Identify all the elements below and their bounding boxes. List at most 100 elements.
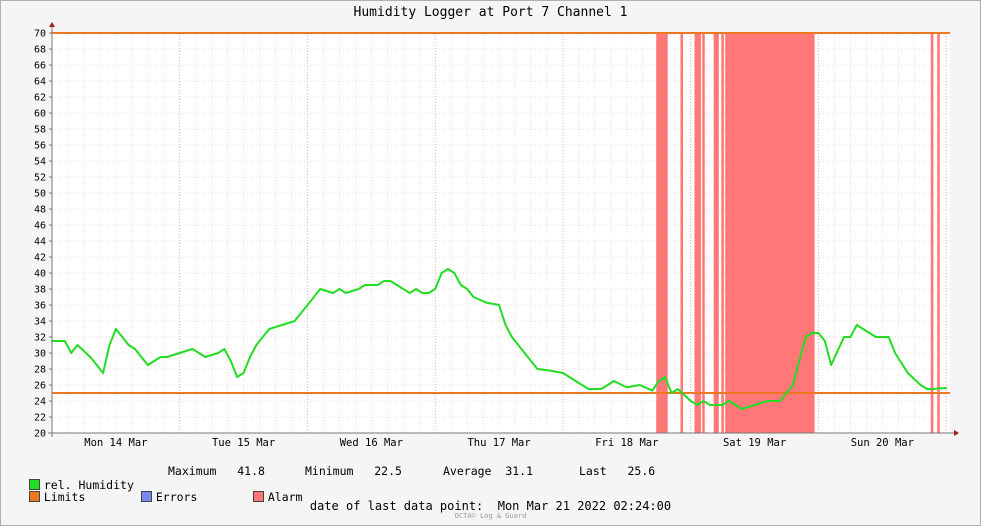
humidity-point	[178, 352, 181, 354]
humidity-point	[249, 356, 251, 358]
humidity-point	[562, 372, 564, 374]
humidity-point	[114, 328, 117, 330]
humidity-point	[651, 389, 654, 392]
y-tick-label: 54	[34, 157, 46, 168]
y-tick-label: 28	[34, 365, 46, 376]
humidity-point	[383, 280, 386, 282]
humidity-point	[906, 372, 909, 374]
humidity-point	[76, 344, 79, 346]
humidity-point	[926, 388, 928, 390]
humidity-point	[504, 324, 507, 326]
x-tick-label: Mon 14 Mar	[84, 437, 147, 449]
humidity-point	[804, 336, 807, 338]
humidity-point	[376, 284, 379, 286]
humidity-point	[894, 352, 896, 354]
errors-swatch	[140, 491, 152, 502]
humidity-point	[677, 388, 679, 390]
humidity-point	[421, 292, 424, 294]
humidity-point	[779, 400, 782, 402]
alarm-band	[937, 33, 940, 433]
legend-last: Last 25.6	[579, 464, 655, 478]
y-tick-label: 22	[34, 413, 46, 424]
y-tick-label: 48	[34, 205, 46, 216]
humidity-point	[440, 272, 443, 274]
alarm-swatch	[252, 491, 264, 502]
humidity-point	[121, 336, 124, 338]
humidity-point	[63, 340, 66, 342]
x-axis-arrow	[954, 430, 959, 436]
plot-area	[52, 33, 950, 433]
minimum-value: 22.5	[374, 464, 402, 478]
humidity-point	[574, 380, 577, 382]
y-tick-label: 68	[34, 45, 46, 56]
humidity-point	[159, 356, 162, 358]
humidity-line	[52, 268, 947, 410]
y-tick-label: 56	[34, 141, 46, 152]
humidity-point	[696, 404, 698, 406]
limits-swatch	[28, 491, 40, 502]
humidity-point	[89, 356, 92, 358]
y-tick-label: 66	[34, 61, 46, 72]
y-tick-label: 60	[34, 109, 46, 120]
humidity-point	[881, 336, 884, 338]
alarm-band	[656, 33, 668, 433]
legend-row-1: rel. Humidity	[15, 464, 134, 492]
humidity-point	[708, 404, 711, 406]
humidity-point	[102, 372, 104, 374]
maximum-label: Maximum	[168, 464, 217, 478]
humidity-point	[319, 288, 322, 290]
chart-title: Humidity Logger at Port 7 Channel 1	[353, 5, 628, 20]
humidity-point	[740, 408, 743, 410]
humidity-point	[466, 288, 469, 290]
alarm-band	[702, 33, 705, 433]
humidity-point	[166, 356, 168, 358]
humidity-point	[791, 384, 794, 386]
humidity-point	[938, 387, 941, 390]
humidity-point	[389, 280, 392, 282]
humidity-point	[364, 284, 366, 286]
humidity-point	[217, 352, 219, 354]
humidity-point	[625, 386, 628, 389]
humidity-point	[817, 332, 820, 334]
humidity-swatch	[28, 479, 40, 490]
humidity-point	[453, 272, 456, 274]
legend-errors: Errors	[127, 476, 197, 504]
legend-maximum: Maximum 41.8	[168, 464, 265, 478]
humidity-point	[823, 340, 826, 342]
humidity-point	[510, 336, 513, 338]
humidity-point	[664, 376, 667, 378]
x-tick-label: Tue 15 Mar	[212, 437, 275, 449]
alarm-band	[694, 33, 701, 433]
y-tick-label: 62	[34, 93, 46, 104]
humidity-point	[281, 324, 283, 326]
humidity-point	[236, 376, 239, 378]
humidity-point	[830, 364, 833, 366]
humidity-point	[204, 356, 207, 358]
y-tick-label: 38	[34, 285, 46, 296]
errors-label: Errors	[155, 490, 198, 504]
humidity-point	[255, 344, 258, 346]
humidity-point	[229, 360, 232, 362]
humidity-point	[485, 301, 488, 304]
alarm-band	[930, 33, 934, 433]
humidity-point	[753, 404, 756, 406]
humidity-point	[153, 360, 156, 362]
humidity-point	[402, 288, 405, 290]
legend-average: Average 31.1	[443, 464, 533, 478]
limits-label: Limits	[43, 490, 86, 504]
humidity-point	[849, 336, 852, 338]
humidity-point	[70, 352, 73, 354]
humidity-point	[811, 332, 813, 334]
humidity-point	[447, 268, 449, 270]
last-point-value: Mon Mar 21 2022 02:24:00	[497, 499, 672, 513]
y-tick-label: 52	[34, 173, 46, 184]
last-point-label: date of last data point:	[309, 499, 484, 513]
last-data-point: date of last data point: Mon Mar 21 2022…	[0, 499, 981, 513]
humidity-point	[459, 284, 462, 286]
humidity-point	[536, 368, 539, 370]
humidity-point	[427, 292, 430, 294]
last-value: 25.6	[627, 464, 656, 478]
average-value: 31.1	[505, 464, 534, 478]
humidity-point	[370, 284, 373, 286]
